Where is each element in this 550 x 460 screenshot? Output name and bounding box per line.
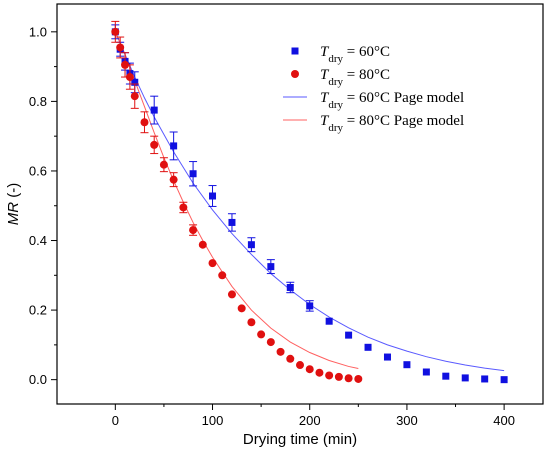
legend-value: = 60°C xyxy=(343,44,390,60)
data-point-60 xyxy=(209,192,217,200)
legend-label: Tdry = 60°C Page model xyxy=(320,90,464,111)
data-point-80 xyxy=(315,368,324,377)
data-point-80 xyxy=(130,92,139,101)
y-tick-label: 0.0 xyxy=(29,372,47,387)
data-point-80 xyxy=(334,372,343,381)
data-point-60 xyxy=(150,106,158,114)
data-point-60 xyxy=(422,368,430,376)
data-point-60 xyxy=(461,374,469,382)
data-point-80 xyxy=(159,160,168,169)
y-tick-label: 1.0 xyxy=(29,24,47,39)
data-point-60 xyxy=(286,283,294,291)
data-point-60 xyxy=(306,302,314,310)
data-point-60 xyxy=(228,218,236,226)
data-point-60 xyxy=(442,372,450,380)
y-tick-label: 0.6 xyxy=(29,163,47,178)
x-tick-label: 300 xyxy=(396,413,418,428)
legend-subscript: dry xyxy=(328,76,343,88)
data-point-60 xyxy=(481,375,489,383)
plot-frame xyxy=(56,3,544,405)
data-point-80 xyxy=(286,354,295,363)
legend-label: Tdry = 60°C xyxy=(320,44,390,65)
data-point-80 xyxy=(169,175,178,184)
legend-symbol: T xyxy=(320,44,330,60)
data-point-60 xyxy=(383,353,391,361)
data-point-60 xyxy=(267,263,275,271)
x-axis-title: Drying time (min) xyxy=(243,431,357,448)
legend-label: Tdry = 80°C xyxy=(320,67,390,88)
data-point-80 xyxy=(227,290,236,299)
legend-symbol: T xyxy=(320,67,330,83)
data-point-60 xyxy=(345,331,353,339)
legend-subscript: dry xyxy=(328,122,343,134)
data-point-80 xyxy=(218,271,227,280)
data-point-60 xyxy=(500,376,508,384)
legend-value: = 80°C Page model xyxy=(343,113,464,129)
legend-value: = 60°C Page model xyxy=(343,90,464,106)
data-point-60 xyxy=(247,241,255,249)
x-tick-label: 400 xyxy=(493,413,515,428)
data-point-80 xyxy=(276,347,285,356)
y-tick-label: 0.2 xyxy=(29,303,47,318)
legend-square-swatch xyxy=(291,47,299,55)
data-point-80 xyxy=(247,318,256,327)
x-tick-label: 200 xyxy=(299,413,321,428)
model-curves xyxy=(114,31,505,372)
model-line-2 xyxy=(114,31,505,372)
data-point-80 xyxy=(208,259,217,268)
data-point-60 xyxy=(170,142,178,150)
legend-circle-swatch xyxy=(291,70,299,78)
y-tick-label: 0.8 xyxy=(29,94,47,109)
data-point-80 xyxy=(237,304,246,313)
data-point-60 xyxy=(131,78,139,86)
data-point-80 xyxy=(266,338,275,347)
y-axis-title-unit: (-) xyxy=(5,183,22,202)
legend-subscript: dry xyxy=(328,99,343,111)
data-point-80 xyxy=(189,226,198,235)
data-point-60 xyxy=(189,170,197,178)
data-point-80 xyxy=(179,203,188,212)
y-axis-title-symbol: MR xyxy=(5,202,22,225)
data-point-80 xyxy=(344,374,353,383)
data-point-80 xyxy=(121,60,130,69)
legend-subscript: dry xyxy=(328,53,343,65)
data-points xyxy=(111,20,508,384)
data-point-80 xyxy=(354,374,363,383)
y-tick-label: 0.4 xyxy=(29,233,47,248)
data-point-60 xyxy=(325,317,333,325)
data-point-80 xyxy=(150,140,159,149)
data-point-80 xyxy=(257,330,266,339)
data-point-80 xyxy=(116,43,125,52)
legend-label: Tdry = 80°C Page model xyxy=(320,113,464,134)
legend-value: = 80°C xyxy=(343,67,390,83)
y-axis-title: MR (-) xyxy=(5,183,22,225)
model-line-3 xyxy=(114,31,359,370)
x-tick-label: 100 xyxy=(202,413,224,428)
data-point-80 xyxy=(305,365,314,374)
data-point-80 xyxy=(198,240,207,249)
data-point-60 xyxy=(364,343,372,351)
data-point-60 xyxy=(403,361,411,369)
data-point-80 xyxy=(125,73,134,82)
data-point-80 xyxy=(140,118,149,127)
data-point-80 xyxy=(296,361,304,370)
axes-layer: 0 100 200 300 400 0.0 0.2 0.4 0.6 0.8 1.0 xyxy=(29,3,544,428)
data-point-80 xyxy=(325,371,334,380)
legend-symbol: T xyxy=(320,113,330,129)
data-point-80 xyxy=(111,27,120,36)
legend-symbol: T xyxy=(320,90,330,106)
x-tick-label: 0 xyxy=(112,413,119,428)
